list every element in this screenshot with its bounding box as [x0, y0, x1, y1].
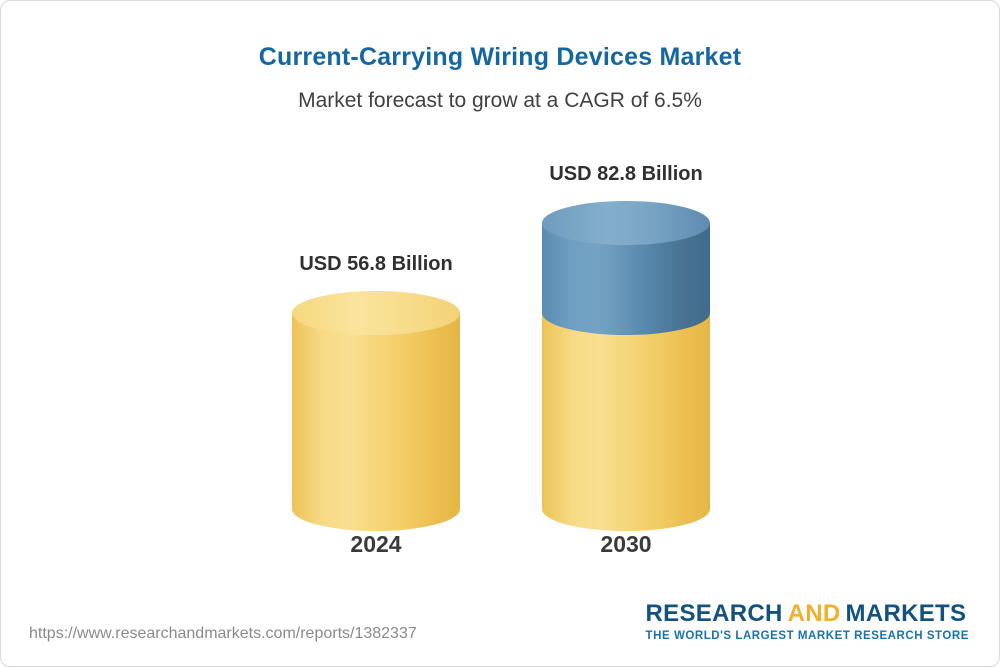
logo-word-and: AND	[787, 600, 841, 627]
bar-2030-top-ellipse	[542, 201, 710, 245]
chart-title: Current-Carrying Wiring Devices Market	[258, 43, 742, 71]
logo-word-markets: MARKETS	[845, 600, 967, 627]
bar-2024-top-ellipse	[292, 290, 460, 335]
logo-tagline: THE WORLD'S LARGEST MARKET RESEARCH STOR…	[645, 630, 969, 643]
report-url: https://www.researchandmarkets.com/repor…	[29, 625, 417, 642]
bar-2030-growth-segment	[542, 201, 710, 335]
value-label-2030: USD 82.8 Billion	[549, 163, 703, 185]
chart-subtitle: Market forecast to grow at a CAGR of 6.5…	[298, 89, 702, 112]
year-label-2030: 2030	[600, 531, 652, 557]
research-and-markets-logo: RESEARCH AND MARKETS THE WORLD'S LARGEST M…	[646, 601, 969, 642]
bar-2024-body	[292, 312, 460, 531]
value-label-2024: USD 56.8 Billion	[299, 252, 453, 275]
logo-word-research: RESEARCH	[645, 600, 783, 627]
bar-2030	[542, 201, 710, 531]
year-label-2024: 2024	[350, 531, 402, 557]
bar-2024	[292, 290, 460, 531]
logo-wordmark: RESEARCH AND MARKETS	[646, 601, 969, 626]
